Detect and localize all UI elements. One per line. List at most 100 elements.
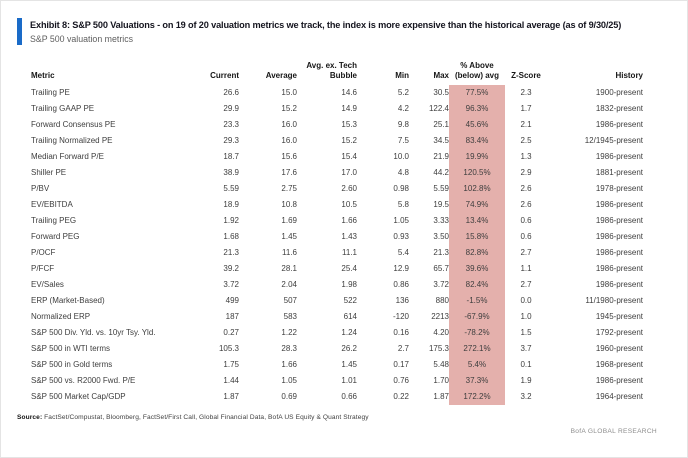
cell-min: -120 (392, 312, 409, 321)
cell-current: 21.3 (223, 248, 239, 257)
table-body: Trailing PE 26.6 15.0 14.6 5.2 30.5 77.5% 2.3 19… (31, 85, 643, 405)
cell-current: 1.92 (223, 216, 239, 225)
cell-average: 1.66 (281, 360, 297, 369)
cell-pct-above-below-avg: 74.9% (449, 197, 505, 213)
table-row: Forward PEG 1.68 1.45 1.43 0.93 3.50 15.8% 0.6 1… (31, 229, 643, 245)
cell-z-score: 0.0 (520, 296, 532, 305)
cell-avg-ex-tech-bubble: 25.4 (341, 264, 357, 273)
table-header-row: Metric Current Average Avg. ex. Tech Bubble M… (31, 61, 643, 85)
cell-average: 15.6 (281, 152, 297, 161)
source-text: FactSet/Compustat, Bloomberg, FactSet/Fi… (42, 414, 369, 421)
cell-pct-above-below-avg: -67.9% (449, 309, 505, 325)
cell-min: 4.2 (397, 104, 409, 113)
cell-min: 5.8 (397, 200, 409, 209)
cell-pct-above-below-avg: 37.3% (449, 373, 505, 389)
cell-pct-above-below-avg: 172.2% (449, 389, 505, 405)
col-header-max: Max (433, 70, 449, 80)
cell-average: 15.0 (281, 88, 297, 97)
table-row: Forward Consensus PE 23.3 16.0 15.3 9.8 25.1 4… (31, 117, 643, 133)
cell-max: 25.1 (433, 120, 449, 129)
table-row: Trailing PE 26.6 15.0 14.6 5.2 30.5 77.5% 2.3 19… (31, 85, 643, 101)
cell-max: 5.48 (433, 360, 449, 369)
accent-bar (17, 18, 22, 45)
cell-current: 29.9 (223, 104, 239, 113)
cell-average: 10.8 (281, 200, 297, 209)
cell-z-score: 2.7 (520, 280, 532, 289)
cell-average: 16.0 (281, 120, 297, 129)
cell-history: 1986-present (595, 200, 643, 209)
cell-metric: P/BV (31, 184, 50, 193)
cell-avg-ex-tech-bubble: 0.66 (341, 392, 357, 401)
cell-current: 39.2 (223, 264, 239, 273)
cell-average: 1.05 (281, 376, 297, 385)
cell-min: 0.86 (393, 280, 409, 289)
col-header-metric: Metric (31, 70, 55, 80)
cell-current: 105.3 (218, 344, 239, 353)
cell-metric: Trailing GAAP PE (31, 104, 95, 113)
cell-z-score: 2.1 (520, 120, 532, 129)
cell-max: 34.5 (433, 136, 449, 145)
cell-current: 18.9 (223, 200, 239, 209)
table-row: P/BV 5.59 2.75 2.60 0.98 5.59 102.8% 2.6 1978-pr… (31, 181, 643, 197)
cell-min: 0.93 (393, 232, 409, 241)
cell-metric: S&P 500 Market Cap/GDP (31, 392, 126, 401)
cell-history: 1986-present (595, 232, 643, 241)
table-row: P/FCF 39.2 28.1 25.4 12.9 65.7 39.6% 1.1 1986-pr… (31, 261, 643, 277)
table-row: S&P 500 vs. R2000 Fwd. P/E 1.44 1.05 1.01 0.… (31, 373, 643, 389)
col-header-z-score: Z-Score (511, 70, 541, 80)
cell-average: 583 (283, 312, 297, 321)
cell-min: 136 (395, 296, 409, 305)
cell-average: 16.0 (281, 136, 297, 145)
cell-min: 9.8 (397, 120, 409, 129)
cell-current: 187 (225, 312, 239, 321)
cell-z-score: 0.1 (520, 360, 532, 369)
cell-history: 1792-present (595, 328, 643, 337)
cell-history: 1978-present (595, 184, 643, 193)
cell-avg-ex-tech-bubble: 15.3 (341, 120, 357, 129)
cell-current: 1.75 (223, 360, 239, 369)
col-header-average: Average (265, 70, 297, 80)
cell-z-score: 2.6 (520, 200, 532, 209)
cell-average: 1.69 (281, 216, 297, 225)
cell-z-score: 1.1 (520, 264, 532, 273)
valuation-table: Metric Current Average Avg. ex. Tech Bubble M… (31, 61, 643, 405)
cell-max: 122.4 (428, 104, 449, 113)
source-label: Source: (17, 414, 43, 421)
cell-max: 21.3 (433, 248, 449, 257)
cell-min: 0.98 (393, 184, 409, 193)
cell-max: 4.20 (433, 328, 449, 337)
table-row: S&P 500 in Gold terms 1.75 1.66 1.45 0.17 5.4… (31, 357, 643, 373)
cell-max: 21.9 (433, 152, 449, 161)
cell-max: 175.3 (428, 344, 449, 353)
cell-max: 1.70 (433, 376, 449, 385)
cell-avg-ex-tech-bubble: 14.9 (341, 104, 357, 113)
cell-max: 880 (435, 296, 449, 305)
table-row: Normalized ERP 187 583 614 -120 2213 -67.9% 1.0… (31, 309, 643, 325)
cell-max: 5.59 (433, 184, 449, 193)
cell-min: 2.7 (397, 344, 409, 353)
cell-avg-ex-tech-bubble: 11.1 (342, 248, 357, 257)
cell-average: 15.2 (281, 104, 297, 113)
table-header: Metric Current Average Avg. ex. Tech Bubble M… (31, 61, 643, 85)
cell-max: 44.2 (433, 168, 449, 177)
cell-avg-ex-tech-bubble: 17.0 (341, 168, 357, 177)
cell-avg-ex-tech-bubble: 522 (343, 296, 357, 305)
cell-min: 0.22 (393, 392, 409, 401)
exhibit-header: Exhibit 8: S&P 500 Valuations - on 19 of… (17, 18, 671, 45)
table-row: S&P 500 in WTI terms 105.3 28.3 26.2 2.7 175.… (31, 341, 643, 357)
cell-current: 26.6 (223, 88, 239, 97)
cell-min: 10.0 (393, 152, 409, 161)
cell-avg-ex-tech-bubble: 1.45 (341, 360, 357, 369)
cell-average: 28.1 (281, 264, 297, 273)
table-row: Shiller PE 38.9 17.6 17.0 4.8 44.2 120.5% 2.9 18… (31, 165, 643, 181)
cell-metric: S&P 500 Div. Yld. vs. 10yr Tsy. Yld. (31, 328, 156, 337)
cell-history: 1960-present (595, 344, 643, 353)
cell-max: 3.50 (433, 232, 449, 241)
cell-pct-above-below-avg: 39.6% (449, 261, 505, 277)
cell-current: 18.7 (223, 152, 239, 161)
cell-current: 29.3 (223, 136, 239, 145)
cell-avg-ex-tech-bubble: 15.2 (341, 136, 357, 145)
cell-average: 2.75 (281, 184, 297, 193)
brand-note: BofA GLOBAL RESEARCH (570, 428, 657, 435)
title-group: Exhibit 8: S&P 500 Valuations - on 19 of… (30, 18, 621, 45)
